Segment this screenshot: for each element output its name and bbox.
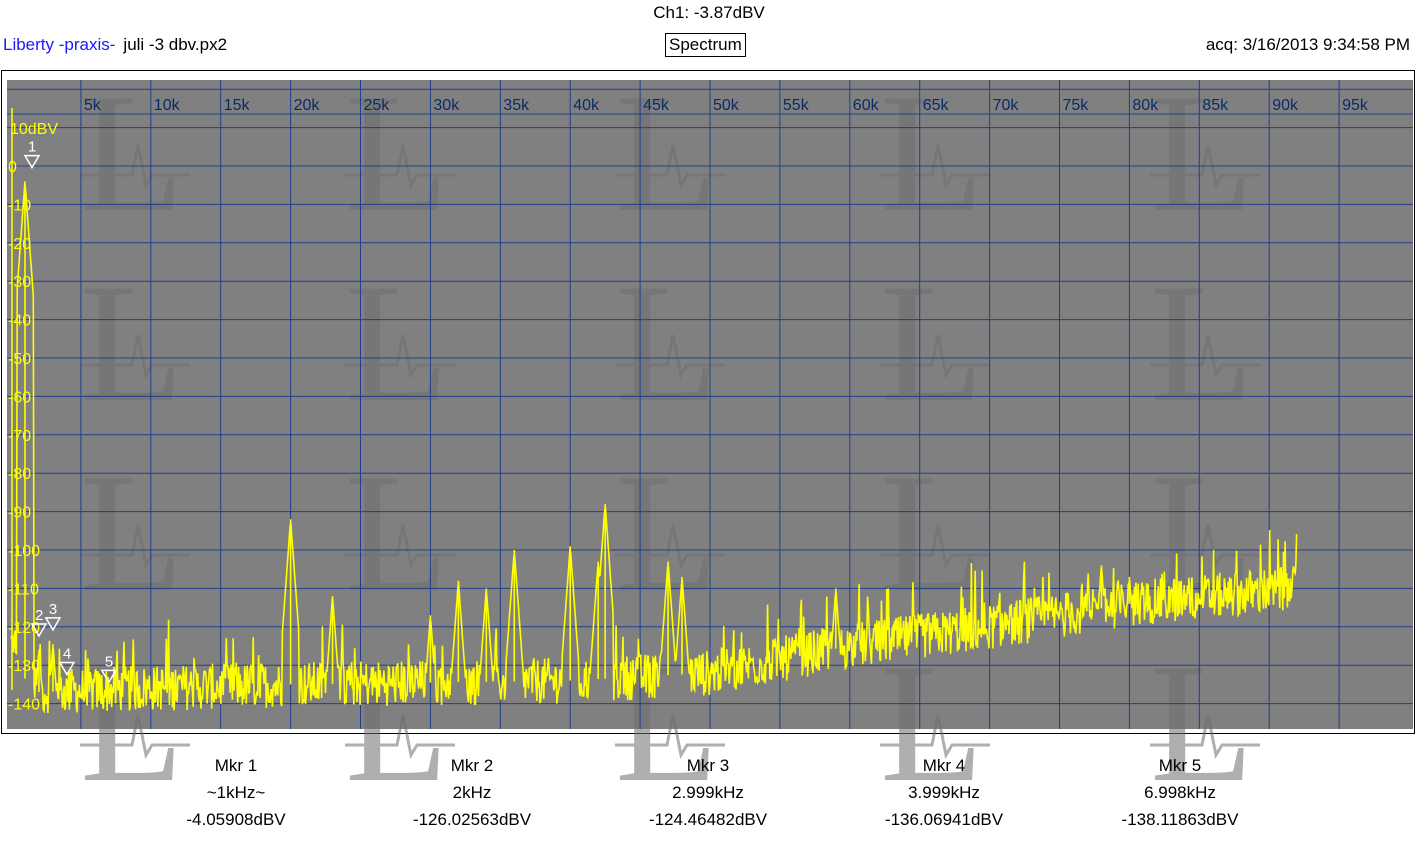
watermark-pulse-icon	[880, 334, 990, 380]
marker-level: -124.46482dBV	[648, 810, 768, 829]
y-tick-label: -100	[8, 543, 40, 560]
watermark-letter: L	[615, 249, 719, 437]
marker-freq: 2.999kHz	[672, 783, 744, 802]
watermark-letter: L	[1150, 629, 1254, 817]
x-tick-label: 50k	[713, 97, 740, 114]
marker-freq: 2kHz	[452, 783, 492, 802]
watermark-pulse-icon	[615, 144, 725, 190]
watermark-letter: L	[80, 59, 184, 247]
marker-column: Mkr 2 2kHz -126.02563dBV	[372, 752, 572, 833]
marker-name: Mkr 5	[1158, 756, 1202, 775]
marker-triangle-icon	[100, 669, 118, 684]
y-tick-label: 10dBV	[10, 121, 58, 138]
spectrum-plot-frame	[1, 70, 1415, 734]
x-tick-label: 25k	[364, 97, 391, 114]
marker-freq: 3.999kHz	[908, 783, 980, 802]
x-tick-label: 70k	[993, 97, 1020, 114]
x-tick-label: 45k	[643, 97, 670, 114]
marker-triangle-icon	[30, 623, 48, 638]
watermark-letter: L	[345, 59, 449, 247]
marker-name: Mkr 1	[214, 756, 258, 775]
watermark-pulse-icon	[345, 144, 455, 190]
marker-number: 1	[28, 139, 36, 156]
marker-level: -138.11863dBV	[1121, 810, 1239, 829]
watermark-letter: L	[345, 439, 449, 627]
watermark-pulse-icon	[80, 524, 190, 570]
watermark-pulse-icon	[345, 524, 455, 570]
watermark-letter: L	[880, 59, 984, 247]
watermark-letter: L	[345, 629, 449, 817]
x-tick-label: 95k	[1342, 97, 1369, 114]
watermark-letter: L	[880, 629, 984, 817]
watermark-pulse-icon	[615, 714, 725, 760]
marker-level: -136.06941dBV	[884, 810, 1004, 829]
marker-column: Mkr 5 6.998kHz -138.11863dBV	[1080, 752, 1280, 833]
watermark-pulse-icon	[80, 714, 190, 760]
marker-column: Mkr 3 2.999kHz -124.46482dBV	[608, 752, 808, 833]
marker-column: Mkr 1 ~1kHz~ -4.05908dBV	[136, 752, 336, 833]
watermark-letter: L	[345, 249, 449, 437]
x-tick-label: 90k	[1272, 97, 1299, 114]
x-tick-label: 20k	[294, 97, 321, 114]
marker-level: -4.05908dBV	[186, 810, 286, 829]
watermark-pulse-icon	[880, 144, 990, 190]
marker-number: 2	[35, 607, 43, 624]
marker-number: 4	[63, 646, 71, 663]
x-tick-label: 55k	[783, 97, 810, 114]
x-tick-label: 80k	[1132, 97, 1159, 114]
spectrum-trace-line	[10, 183, 1298, 714]
watermark-pulse-icon	[615, 524, 725, 570]
watermark-pulse-icon	[880, 524, 990, 570]
x-tick-label: 65k	[923, 97, 950, 114]
watermark-pulse-icon	[80, 144, 190, 190]
watermark-pulse-icon	[1150, 144, 1260, 190]
marker-number: 5	[105, 653, 113, 670]
marker-column: Mkr 4 3.999kHz -136.06941dBV	[844, 752, 1044, 833]
watermark-pulse-icon	[345, 714, 455, 760]
x-tick-label: 15k	[224, 97, 251, 114]
x-tick-label: 35k	[503, 97, 530, 114]
watermark-pulse-icon	[615, 334, 725, 380]
channel-readout: Ch1: -3.87dBV	[653, 3, 765, 22]
x-tick-label: 85k	[1202, 97, 1229, 114]
marker-level: -126.02563dBV	[412, 810, 532, 829]
x-tick-label: 75k	[1063, 97, 1090, 114]
marker-freq: ~1kHz~	[206, 783, 266, 802]
watermark-pulse-icon	[1150, 524, 1260, 570]
x-tick-label: 60k	[853, 97, 880, 114]
watermark-pulse-icon	[80, 334, 190, 380]
watermark-pulse-icon	[345, 334, 455, 380]
watermark-letter: L	[880, 439, 984, 627]
x-tick-label: 30k	[433, 97, 460, 114]
watermark-letter: L	[80, 249, 184, 437]
marker-name: Mkr 4	[922, 756, 966, 775]
watermark-letter: L	[1150, 249, 1254, 437]
title-bar-left: Liberty -praxis-juli -3 dbv.px2	[3, 35, 227, 55]
watermark-letter: L	[615, 439, 719, 627]
y-tick-label: -140	[8, 697, 40, 714]
marker-name: Mkr 3	[686, 756, 730, 775]
watermark-pulse-icon	[1150, 334, 1260, 380]
watermark-letter: L	[880, 249, 984, 437]
brand-name: Liberty -praxis-	[3, 35, 116, 54]
marker-triangle-icon	[58, 661, 76, 676]
x-tick-label: 10k	[154, 97, 181, 114]
x-tick-label: 5k	[84, 97, 102, 114]
marker-number: 3	[49, 601, 57, 618]
watermark-pulse-icon	[880, 714, 990, 760]
marker-triangle-icon	[23, 154, 41, 170]
watermark-letter: L	[615, 59, 719, 247]
watermark-letter: L	[1150, 59, 1254, 247]
y-tick-label: -130	[8, 658, 40, 675]
acquisition-time: acq: 3/16/2013 9:34:58 PM	[1205, 35, 1410, 54]
marker-freq: 6.998kHz	[1144, 783, 1216, 802]
marker-name: Mkr 2	[450, 756, 494, 775]
watermark-pulse-icon	[1150, 714, 1260, 760]
mode-label[interactable]: Spectrum	[665, 33, 746, 57]
x-tick-label: 40k	[573, 97, 600, 114]
watermark-letter: L	[80, 439, 184, 627]
marker-triangle-icon	[44, 617, 62, 632]
file-name: juli -3 dbv.px2	[123, 35, 228, 54]
